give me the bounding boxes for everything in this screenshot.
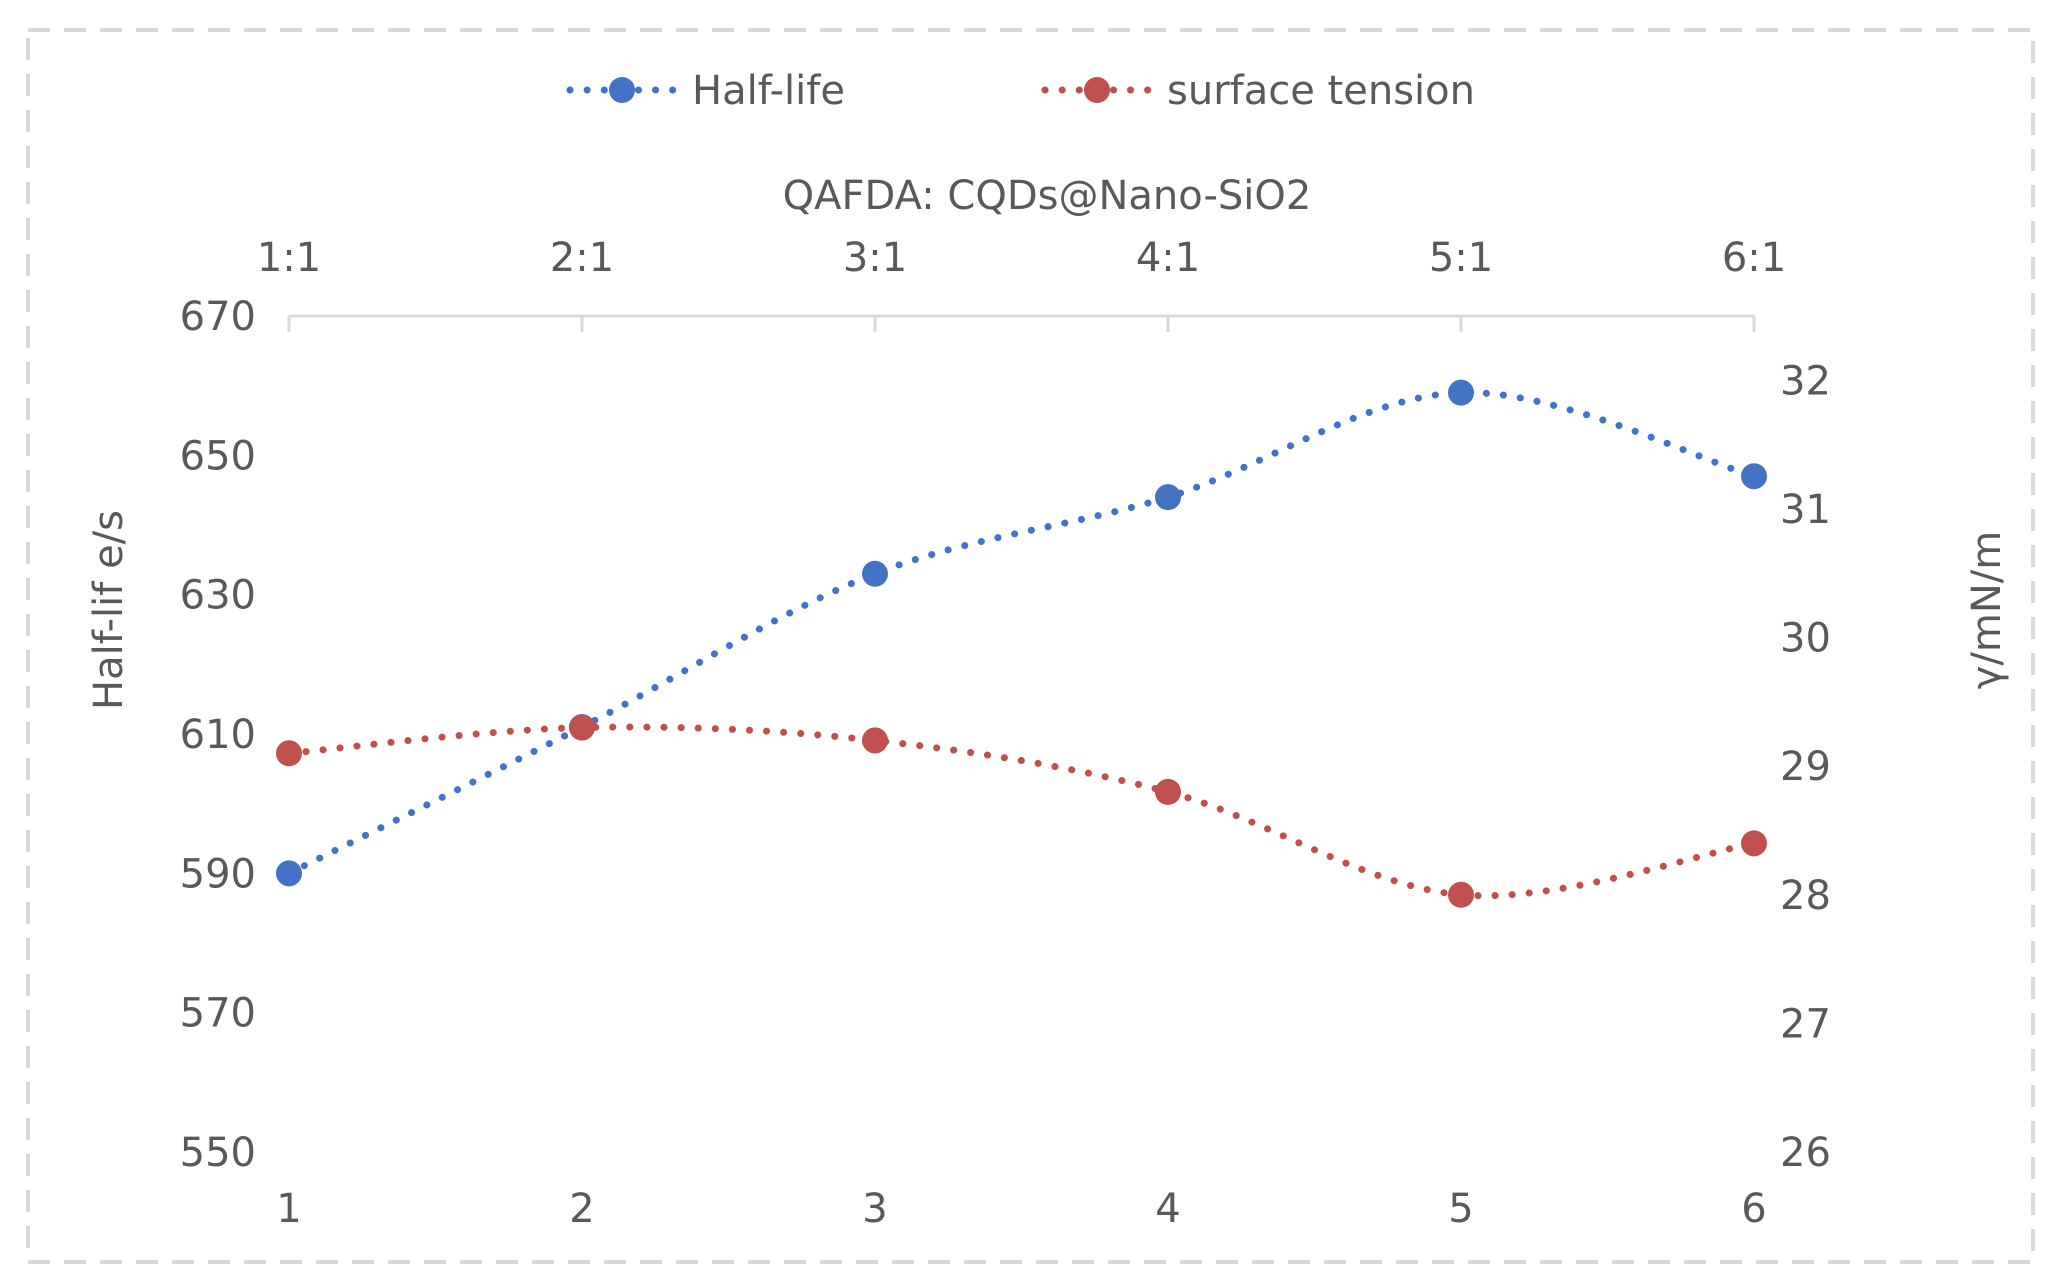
- right-axis: 26 27 28 29 30 31 32: [1780, 358, 1831, 1176]
- right-tick-label: 27: [1780, 1001, 1831, 1047]
- right-tick-label: 26: [1780, 1130, 1831, 1176]
- top-tick-label: 1:1: [257, 235, 321, 281]
- top-axis-title: QAFDA: CQDs@Nano-SiO2: [783, 173, 1312, 219]
- top-tick-label: 2:1: [550, 235, 614, 281]
- right-tick-label: 30: [1780, 616, 1831, 662]
- left-tick-label: 610: [180, 712, 256, 758]
- surface-tension-data-point: [1741, 830, 1767, 857]
- left-tick-label: 670: [180, 294, 256, 340]
- bottom-tick-label: 4: [1155, 1186, 1180, 1232]
- right-tick-label: 31: [1780, 487, 1831, 533]
- half-life-data-point: [1741, 463, 1767, 490]
- half-life-data-point: [862, 560, 888, 587]
- half-life-data-point: [1155, 484, 1181, 511]
- right-tick-label: 28: [1780, 873, 1831, 919]
- surface-tension-data-point: [276, 740, 302, 767]
- legend-surface-tension-marker: [1084, 77, 1110, 103]
- bottom-tick-label: 2: [569, 1186, 594, 1232]
- right-axis-label: γ/mN/m: [1964, 531, 2010, 689]
- bottom-tick-label: 3: [862, 1186, 887, 1232]
- legend-half-life-label: Half-life: [692, 68, 845, 114]
- bottom-tick-label: 6: [1741, 1186, 1766, 1232]
- top-tick-label: 6:1: [1722, 235, 1786, 281]
- surface-tension-series-line: [285, 723, 1758, 900]
- left-tick-label: 550: [180, 1130, 256, 1176]
- left-axis-label: Half-lif e/s: [86, 510, 132, 710]
- left-tick-label: 630: [180, 573, 256, 619]
- left-tick-label: 650: [180, 433, 256, 479]
- bottom-tick-label: 1: [276, 1186, 301, 1232]
- top-tick-label: 4:1: [1136, 235, 1200, 281]
- bottom-axis: 1 2 3 4 5 6: [276, 1186, 1766, 1232]
- series-layer: [276, 379, 1767, 908]
- half-life-data-point: [276, 860, 302, 887]
- surface-tension-data-point: [1448, 881, 1474, 908]
- top-axis: 1:1 2:1 3:1 4:1 5:1 6:1: [257, 235, 1786, 332]
- right-tick-label: 32: [1780, 358, 1831, 404]
- left-axis: 550 570 590 610 630 650 670: [180, 294, 256, 1176]
- legend: Half-life surface tension: [566, 68, 1475, 114]
- legend-half-life-marker: [609, 77, 635, 103]
- half-life-data-point: [1448, 379, 1474, 406]
- left-tick-label: 590: [180, 851, 256, 897]
- legend-surface-tension-label: surface tension: [1167, 68, 1475, 114]
- surface-tension-data-point: [569, 714, 595, 741]
- left-tick-label: 570: [180, 991, 256, 1037]
- top-tick-label: 3:1: [843, 235, 907, 281]
- top-tick-label: 5:1: [1429, 235, 1493, 281]
- bottom-tick-label: 5: [1448, 1186, 1473, 1232]
- surface-tension-data-point: [862, 727, 888, 754]
- right-tick-label: 29: [1780, 744, 1831, 790]
- surface-tension-data-point: [1155, 778, 1181, 805]
- half-life-series-line: [285, 389, 1758, 877]
